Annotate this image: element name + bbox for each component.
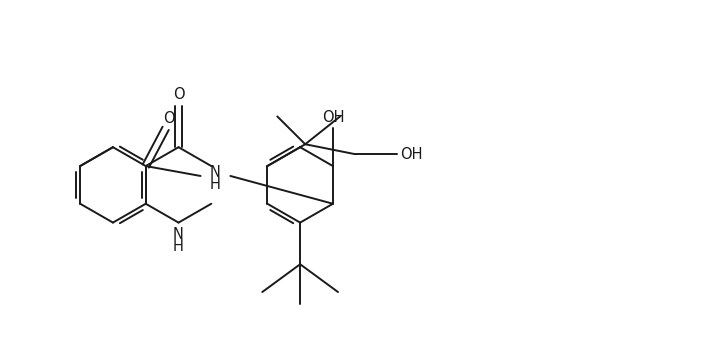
Text: O: O (173, 87, 184, 102)
Text: H: H (210, 178, 221, 192)
Text: N: N (210, 165, 221, 181)
Text: N: N (173, 227, 184, 242)
Text: OH: OH (322, 110, 344, 125)
Text: H: H (173, 239, 184, 254)
Text: O: O (163, 111, 174, 126)
Text: OH: OH (401, 147, 423, 162)
